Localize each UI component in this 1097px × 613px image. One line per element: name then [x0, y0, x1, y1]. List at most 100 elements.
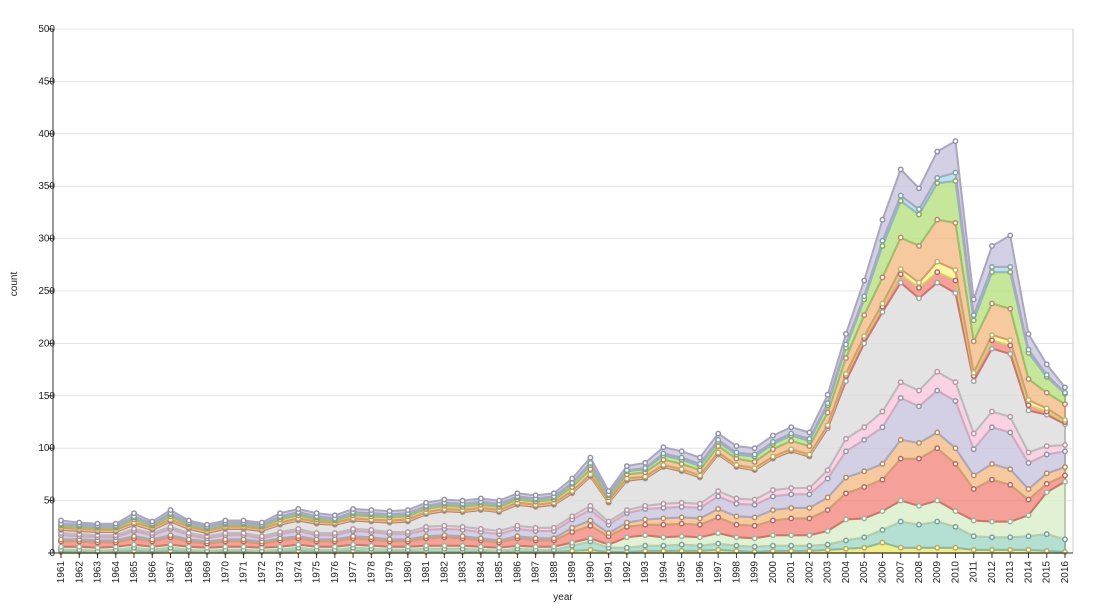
y-tick-label: 300 [38, 234, 55, 245]
data-point [806, 532, 813, 539]
data-point [842, 435, 849, 442]
data-point [788, 532, 795, 539]
data-point [185, 543, 192, 550]
y-tick-label: 150 [38, 391, 55, 402]
data-point [952, 398, 959, 404]
x-tick-label: 1970 [220, 561, 231, 584]
y-tick-label: 100 [38, 443, 55, 454]
data-point [970, 369, 977, 376]
data-point [587, 517, 594, 524]
data-point [1062, 464, 1068, 471]
data-point [587, 454, 594, 461]
x-tick-label: 1995 [677, 561, 688, 584]
data-point [295, 506, 302, 512]
x-tick-label: 1990 [585, 561, 596, 584]
data-point [423, 542, 430, 549]
data-point [1007, 269, 1014, 276]
data-point [806, 435, 813, 442]
x-tick-label: 1998 [731, 561, 742, 584]
data-point [1007, 305, 1014, 312]
data-point [806, 547, 813, 554]
data-point [623, 544, 630, 551]
data-point [1043, 470, 1050, 477]
data-point [1062, 478, 1068, 485]
data-point [386, 529, 393, 535]
data-point [660, 450, 667, 457]
data-point [514, 522, 521, 529]
data-point [861, 424, 868, 431]
data-point [277, 543, 284, 550]
x-tick-label: 1982 [439, 561, 450, 584]
data-point [916, 185, 922, 192]
area-bands [60, 139, 1066, 554]
data-point [222, 543, 229, 550]
data-point [806, 504, 813, 511]
data-point [642, 532, 649, 539]
data-point [1025, 376, 1032, 382]
data-point [696, 500, 703, 507]
data-point [842, 370, 849, 377]
data-point [952, 219, 959, 226]
x-tick-label: 2006 [877, 561, 888, 584]
data-point [660, 444, 667, 451]
x-tick-label: 2001 [786, 561, 797, 584]
y-tick-label: 400 [38, 129, 55, 140]
data-point [952, 267, 959, 273]
data-point [769, 542, 776, 549]
x-tick-label: 1980 [403, 561, 414, 584]
data-point [587, 535, 594, 542]
data-point [404, 529, 411, 535]
data-point [459, 523, 466, 530]
data-point [295, 533, 302, 540]
data-point [1062, 442, 1068, 449]
data-point [587, 471, 594, 478]
data-point [696, 454, 703, 461]
data-point [879, 539, 886, 546]
data-point [58, 543, 64, 550]
data-point [934, 174, 941, 181]
data-point [569, 513, 576, 520]
data-point [331, 512, 338, 519]
x-tick-label: 1987 [531, 561, 542, 584]
data-point [751, 465, 758, 472]
data-point [751, 535, 758, 542]
data-point [678, 466, 685, 473]
x-tick-label: 1988 [549, 561, 560, 584]
x-tick-label: 1989 [567, 561, 578, 584]
data-point [204, 521, 210, 528]
data-point [824, 494, 831, 501]
data-point [916, 206, 922, 213]
data-point [806, 451, 813, 458]
data-point [350, 541, 357, 548]
data-point [788, 542, 795, 549]
x-tick-label: 1993 [640, 561, 651, 584]
data-point [989, 269, 995, 276]
data-point [769, 438, 776, 445]
data-point [678, 448, 685, 455]
data-point [1007, 518, 1014, 525]
data-point [970, 517, 977, 524]
data-point [496, 528, 503, 534]
data-point [842, 355, 849, 362]
data-point [806, 515, 813, 522]
data-point [1043, 547, 1050, 554]
data-point [897, 192, 904, 199]
data-point [879, 309, 886, 315]
x-tick-label: 2014 [1023, 561, 1034, 584]
data-point [1007, 342, 1014, 349]
data-point [295, 541, 302, 548]
data-point [897, 394, 904, 401]
data-point [496, 497, 503, 504]
data-point [386, 543, 393, 550]
data-point [897, 455, 904, 462]
data-point [989, 534, 995, 541]
data-point [751, 522, 758, 529]
data-point [916, 403, 922, 410]
data-point [642, 547, 649, 554]
data-point [952, 508, 959, 515]
data-point [167, 523, 174, 530]
data-point [149, 543, 156, 550]
data-point [842, 448, 849, 455]
data-point [788, 437, 795, 444]
